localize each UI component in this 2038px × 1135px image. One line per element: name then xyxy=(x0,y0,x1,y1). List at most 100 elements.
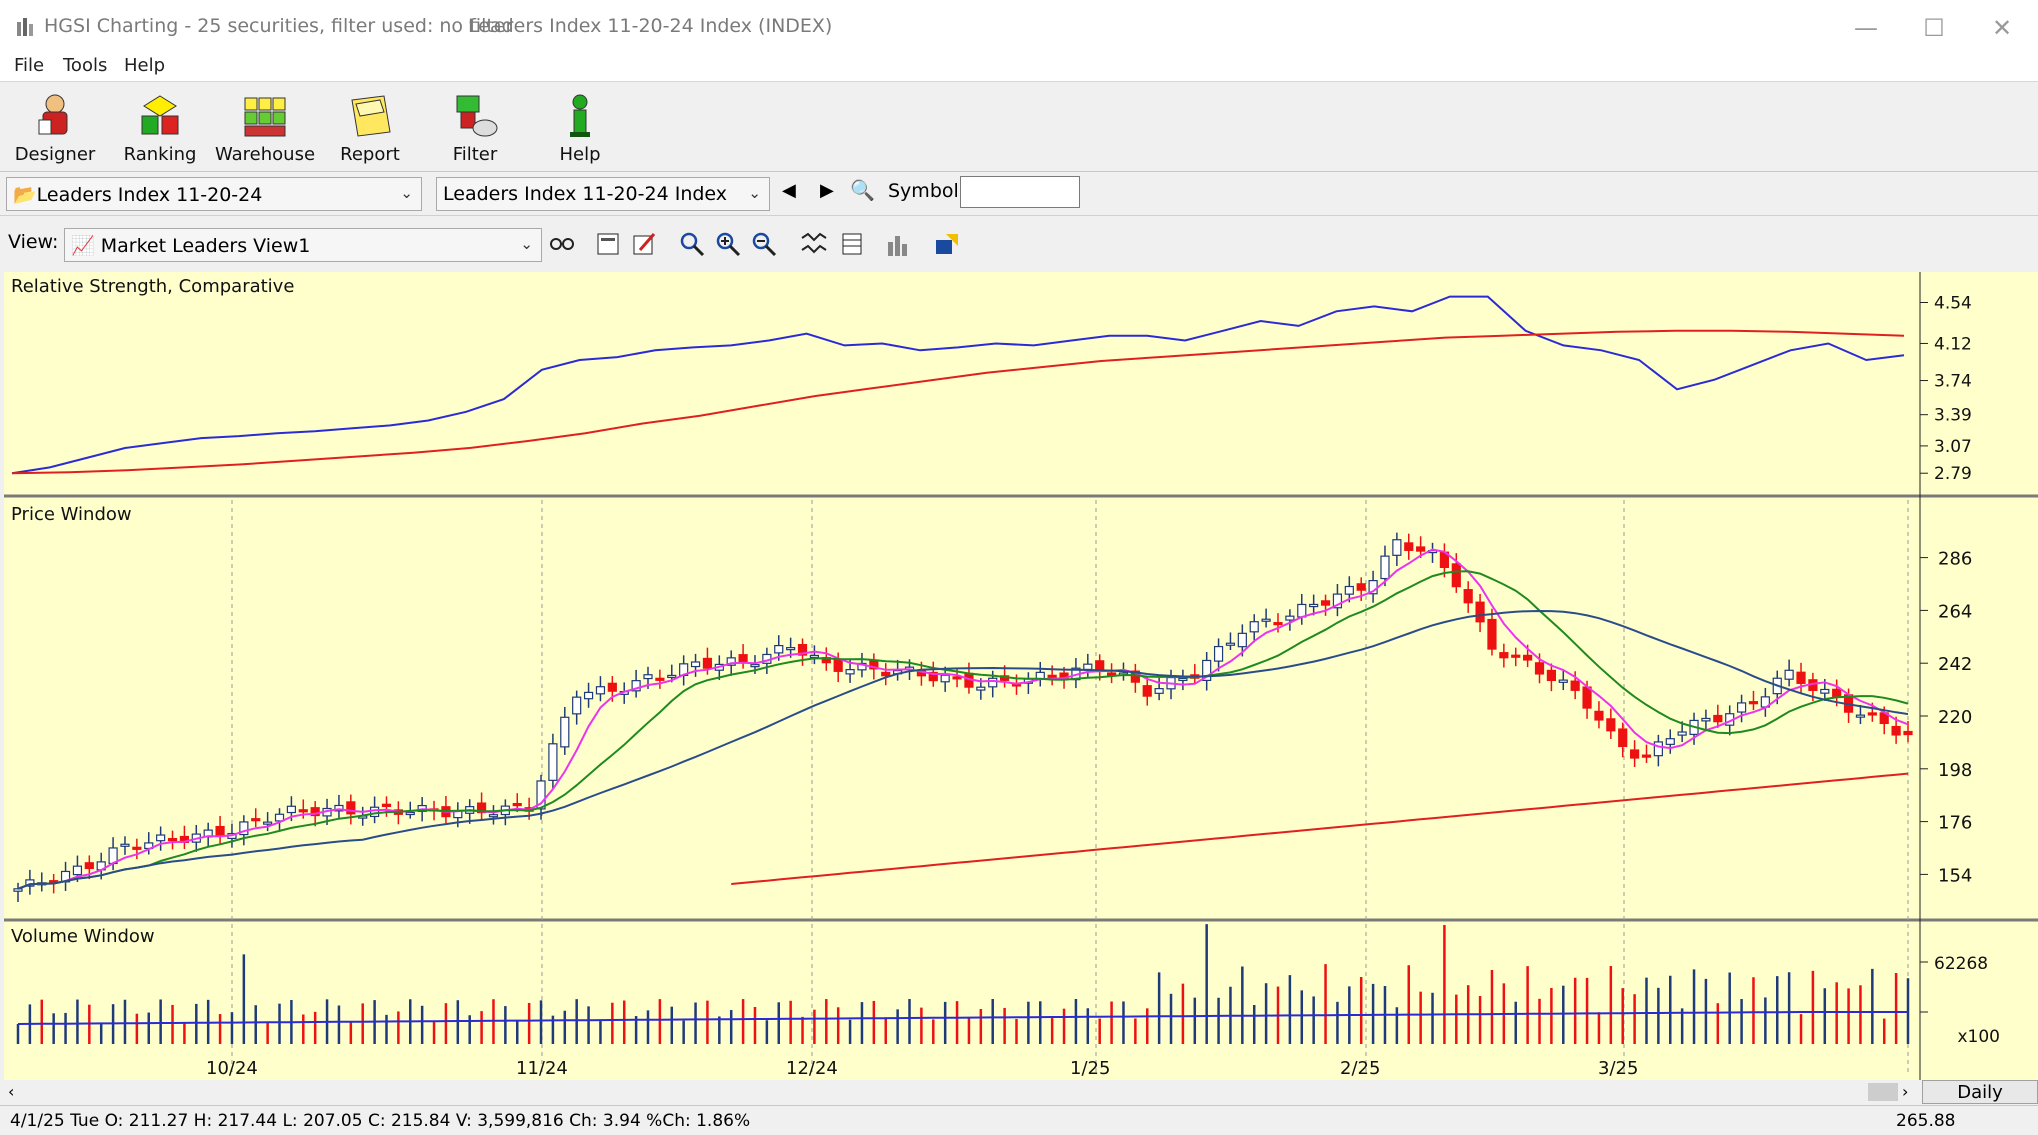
scroll-right-icon[interactable]: › xyxy=(1902,1082,1909,1101)
x-tick-label: 1/25 xyxy=(1070,1058,1110,1079)
zoom-icon[interactable] xyxy=(678,230,706,258)
candle-body xyxy=(1178,677,1188,682)
binoculars-icon[interactable]: 🔍 xyxy=(850,178,875,202)
candle-body xyxy=(833,658,843,672)
candle-body xyxy=(1261,618,1271,622)
candle-body xyxy=(655,677,665,681)
previous-icon[interactable]: ◀ xyxy=(782,180,796,201)
chevron-down-icon: ⌄ xyxy=(400,184,413,202)
indicators-icon[interactable] xyxy=(800,230,828,258)
periodicity-daily-button[interactable]: Daily xyxy=(1922,1080,2038,1104)
filter-button[interactable]: Filter xyxy=(425,88,525,168)
security-combo[interactable]: Leaders Index 11-20-24 Index ⌄ xyxy=(436,177,770,211)
candle-body xyxy=(476,802,487,814)
candle-body xyxy=(1903,730,1913,736)
x-tick-label: 2/25 xyxy=(1340,1058,1380,1079)
rs-tick-label: 3.74 xyxy=(1934,372,1972,392)
candle-body xyxy=(643,674,653,680)
candle-body xyxy=(1558,679,1568,683)
properties-icon[interactable] xyxy=(594,230,622,258)
candle-body xyxy=(572,696,582,715)
candle-body xyxy=(84,862,94,870)
report-button[interactable]: Report xyxy=(320,88,420,168)
candle-body xyxy=(1106,672,1117,676)
candle-body xyxy=(1701,717,1711,722)
candle-body xyxy=(952,676,962,680)
candle-body xyxy=(667,674,677,679)
moving-average-50 xyxy=(17,609,1909,890)
candle-body xyxy=(690,661,701,668)
export-icon[interactable] xyxy=(932,230,960,258)
candle-body xyxy=(1713,714,1723,723)
candle-body xyxy=(1736,702,1747,713)
designer-button[interactable]: Designer xyxy=(5,88,105,168)
ranking-button[interactable]: Ranking xyxy=(110,88,210,168)
candle-body xyxy=(845,669,855,675)
close-icon[interactable]: ✕ xyxy=(1991,14,2013,42)
volume-pane-title: Volume Window xyxy=(11,926,155,947)
rs-tick-label: 2.79 xyxy=(1934,464,1972,484)
candle-body xyxy=(1677,731,1687,736)
candle-body xyxy=(1594,710,1604,721)
warehouse-icon xyxy=(244,97,286,137)
candle-body xyxy=(156,834,166,842)
view-combo-value: Market Leaders View1 xyxy=(100,235,311,257)
candle-body xyxy=(1606,718,1616,732)
horizontal-scrollbar[interactable]: ‹ › xyxy=(0,1080,2038,1105)
candle-body xyxy=(1083,663,1093,671)
scroll-thumb[interactable] xyxy=(1868,1083,1898,1101)
maximize-icon[interactable]: ☐ xyxy=(1923,14,1945,42)
candle-body xyxy=(1035,671,1045,680)
main-toolbar: Designer Ranking Warehouse xyxy=(0,82,2038,172)
list-combo[interactable]: 📂Leaders Index 11-20-24 ⌄ xyxy=(6,177,422,211)
app-icon xyxy=(17,18,33,36)
view-combo[interactable]: 📈 Market Leaders View1 ⌄ xyxy=(64,228,542,262)
help-button[interactable]: Help xyxy=(530,88,630,168)
candle-body xyxy=(786,647,796,651)
candle-body xyxy=(1392,539,1402,556)
volume-unit-label: x100 xyxy=(1957,1027,2000,1047)
table-icon[interactable] xyxy=(838,230,866,258)
edit-icon[interactable] xyxy=(630,230,658,258)
menu-tools[interactable]: Tools xyxy=(63,55,108,76)
price-tick-label: 176 xyxy=(1938,813,1972,834)
scroll-left-icon[interactable]: ‹ xyxy=(8,1082,15,1101)
report-icon xyxy=(351,95,391,137)
candle-body xyxy=(1344,585,1354,595)
candle-body xyxy=(1546,669,1556,682)
candle-body xyxy=(1249,621,1259,633)
price-tick-label: 154 xyxy=(1938,865,1972,886)
candle-body xyxy=(1404,542,1414,551)
candle-body xyxy=(1475,601,1485,623)
bar-chart-icon[interactable] xyxy=(884,230,912,258)
minimize-icon[interactable]: — xyxy=(1854,14,1878,42)
chart-canvas[interactable]: 4.54 4.12 3.74 3.39 3.07 2.79 286 264 242 220 198 1… xyxy=(4,272,2038,1080)
candle-body xyxy=(548,743,558,781)
view-chart-icon: 📈 xyxy=(71,235,95,257)
rs-line xyxy=(11,295,1905,475)
symbol-input[interactable] xyxy=(960,176,1080,208)
designer-icon xyxy=(38,94,68,135)
candle-body xyxy=(1463,589,1473,604)
zoom-in-icon[interactable] xyxy=(714,230,742,258)
rs-tick-label: 4.12 xyxy=(1934,334,1972,354)
x-tick-label: 11/24 xyxy=(516,1058,568,1079)
warehouse-label: Warehouse xyxy=(215,144,316,165)
candle-body xyxy=(1273,622,1283,626)
candle-body xyxy=(1154,688,1164,694)
moving-average-10 xyxy=(17,548,1909,890)
next-icon[interactable]: ▶ xyxy=(820,180,834,201)
zoom-out-icon[interactable] xyxy=(750,230,778,258)
price-tick-label: 220 xyxy=(1938,707,1972,728)
candle-body xyxy=(1641,754,1652,758)
warehouse-button[interactable]: Warehouse xyxy=(215,88,315,168)
menu-help[interactable]: Help xyxy=(124,55,166,76)
chart-area[interactable]: 4.54 4.12 3.74 3.39 3.07 2.79 286 264 242 220 198 1… xyxy=(4,272,2038,1080)
candle-body xyxy=(405,811,415,816)
candle-body xyxy=(334,804,344,812)
menu-file[interactable]: File xyxy=(14,55,45,76)
glasses-icon[interactable] xyxy=(548,230,576,258)
candle-body xyxy=(595,686,606,695)
candle-body xyxy=(13,888,23,892)
rs-average-line xyxy=(11,329,1905,475)
